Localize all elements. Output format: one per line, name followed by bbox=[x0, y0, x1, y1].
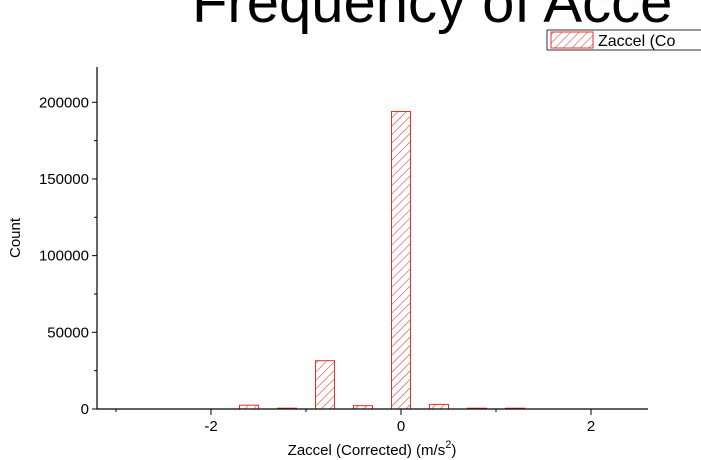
y-axis-title: Count bbox=[7, 217, 24, 258]
chart-title: Frequency of Acce bbox=[192, 0, 672, 35]
x-tick-label: 0 bbox=[397, 418, 405, 435]
legend: Zaccel (Co bbox=[546, 29, 701, 51]
bar bbox=[429, 403, 449, 410]
y-tick-label: 100000 bbox=[39, 248, 89, 265]
y-ticks: 0 50000 100000 150000 200000 bbox=[39, 94, 97, 418]
axes: 0 50000 100000 150000 200000 -2 0 2 bbox=[39, 67, 648, 435]
x-ticks: -2 0 2 bbox=[115, 409, 595, 435]
legend-label: Zaccel (Co bbox=[598, 33, 675, 50]
bars bbox=[239, 110, 525, 410]
y-tick-label: 50000 bbox=[47, 324, 89, 341]
y-tick-label: 150000 bbox=[39, 171, 89, 188]
y-tick-label: 0 bbox=[81, 401, 89, 418]
y-tick-label: 200000 bbox=[39, 94, 89, 111]
bar bbox=[391, 110, 411, 410]
bar bbox=[315, 360, 335, 410]
x-tick-label: -2 bbox=[204, 418, 217, 435]
legend-swatch bbox=[550, 31, 594, 49]
x-tick-label: 2 bbox=[587, 418, 595, 435]
x-axis-title: Zaccel (Corrected) (m/s2) bbox=[288, 439, 457, 459]
